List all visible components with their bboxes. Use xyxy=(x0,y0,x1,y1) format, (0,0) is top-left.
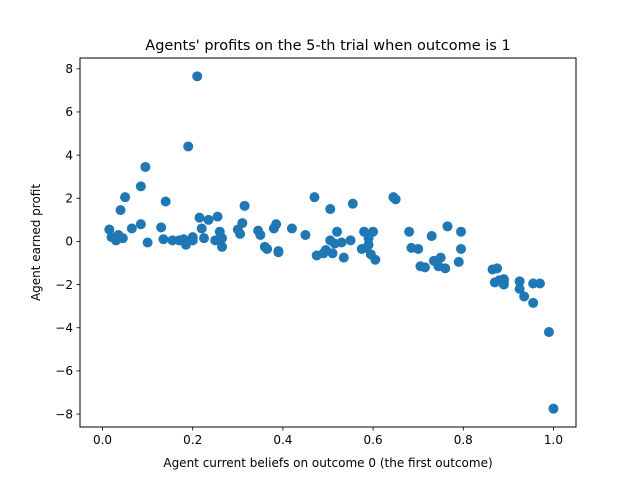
data-point xyxy=(345,235,356,246)
data-point xyxy=(135,219,146,230)
data-point xyxy=(498,274,509,285)
data-point xyxy=(528,297,539,308)
data-point xyxy=(135,181,146,192)
points-layer xyxy=(104,71,559,414)
data-point xyxy=(140,161,151,172)
data-point xyxy=(199,233,209,244)
data-point xyxy=(120,192,131,203)
data-point xyxy=(217,233,228,244)
data-point xyxy=(514,276,525,287)
data-point xyxy=(492,263,503,274)
data-point xyxy=(192,71,203,82)
y-tick-label: −4 xyxy=(55,321,73,335)
data-point xyxy=(183,141,194,152)
y-tick-label: −6 xyxy=(55,364,73,378)
y-tick-label: 0 xyxy=(65,235,73,249)
data-point xyxy=(194,212,205,223)
data-point xyxy=(104,224,115,235)
data-point xyxy=(338,252,349,263)
data-point xyxy=(273,247,284,258)
y-tick-label: 8 xyxy=(65,62,73,76)
x-tick-label: 0.4 xyxy=(273,433,292,447)
data-point xyxy=(440,263,451,274)
data-point xyxy=(456,226,467,237)
data-point xyxy=(404,226,415,237)
data-point xyxy=(514,283,525,294)
data-point xyxy=(300,229,311,240)
data-point xyxy=(142,237,153,248)
data-point xyxy=(203,214,214,225)
y-tick-label: 4 xyxy=(65,148,73,162)
data-point xyxy=(442,221,453,232)
y-tick-label: −2 xyxy=(55,278,73,292)
data-point xyxy=(543,327,554,338)
y-axis-ticks: −8 −6 −4 −2 0 2 4 6 8 xyxy=(55,62,80,421)
y-tick-label: 6 xyxy=(65,105,73,119)
data-point xyxy=(390,194,401,205)
data-point xyxy=(271,219,282,230)
x-tick-label: 0.2 xyxy=(183,433,202,447)
data-point xyxy=(332,226,343,237)
x-tick-label: 0.8 xyxy=(454,433,473,447)
data-point xyxy=(426,231,437,242)
y-axis-label: Agent earned profit xyxy=(29,184,43,301)
data-point xyxy=(327,248,338,259)
data-point xyxy=(519,291,530,302)
x-tick-label: 0.6 xyxy=(364,433,383,447)
data-point xyxy=(237,218,248,229)
x-tick-label: 0.0 xyxy=(93,433,112,447)
data-point xyxy=(262,243,273,254)
data-point xyxy=(286,223,297,234)
data-point xyxy=(115,205,126,216)
data-point xyxy=(217,241,228,252)
data-point xyxy=(158,234,169,245)
data-point xyxy=(435,252,446,263)
y-tick-label: 2 xyxy=(65,192,73,206)
data-point xyxy=(534,278,545,289)
data-point xyxy=(363,239,374,250)
data-point xyxy=(187,235,198,246)
data-point xyxy=(235,228,246,239)
data-point xyxy=(160,196,171,207)
x-tick-label: 1.0 xyxy=(544,433,563,447)
data-point xyxy=(156,222,167,233)
chart-title: Agents' profits on the 5-th trial when o… xyxy=(145,38,510,54)
data-point xyxy=(347,198,358,209)
x-axis-ticks: 0.0 0.2 0.4 0.6 0.8 1.0 xyxy=(93,427,563,447)
data-point xyxy=(336,237,347,248)
data-point xyxy=(239,200,250,211)
data-point xyxy=(413,243,424,254)
data-point xyxy=(548,403,559,414)
data-point xyxy=(368,226,379,237)
data-point xyxy=(453,256,464,267)
data-point xyxy=(325,204,336,215)
data-point xyxy=(255,229,266,240)
x-axis-label: Agent current beliefs on outcome 0 (the … xyxy=(163,456,492,470)
plot-frame xyxy=(79,57,577,428)
data-point xyxy=(370,254,381,265)
data-point xyxy=(117,233,128,244)
data-point xyxy=(456,243,467,254)
data-point xyxy=(196,223,207,234)
y-tick-label: −8 xyxy=(55,407,73,421)
data-point xyxy=(126,223,137,234)
data-point xyxy=(309,192,320,203)
data-point xyxy=(419,262,430,273)
data-point xyxy=(212,211,223,222)
